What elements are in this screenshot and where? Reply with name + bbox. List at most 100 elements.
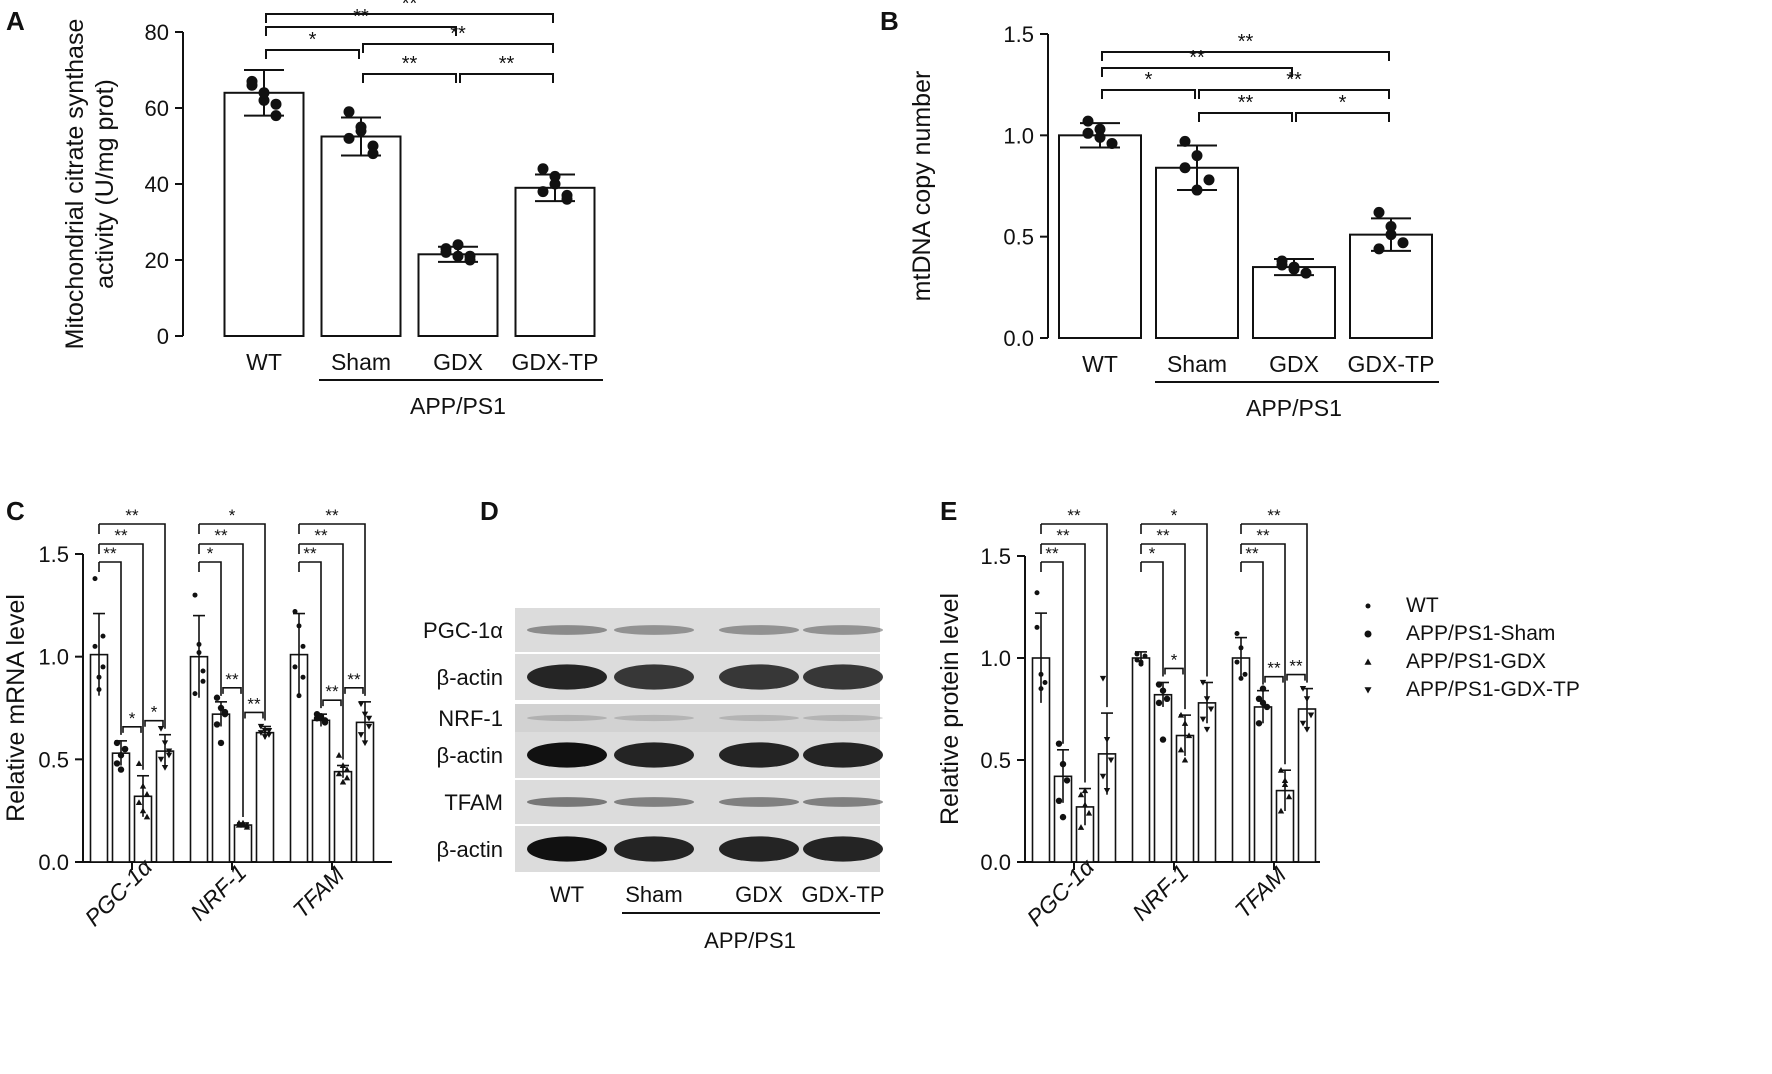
- significance-bracket: [299, 561, 322, 709]
- data-point: [261, 734, 269, 740]
- significance-label: *: [1171, 506, 1178, 525]
- data-point: [258, 94, 270, 106]
- data-point: [300, 643, 306, 649]
- data-point: [1242, 671, 1248, 677]
- y-tick-label: 0.0: [38, 850, 69, 875]
- x-tick-label: GDX-TP: [1348, 351, 1435, 377]
- significance-label: *: [207, 544, 214, 563]
- legend-entry: APP/PS1-Sham: [1406, 622, 1555, 645]
- data-point: [157, 756, 165, 763]
- data-point: [257, 723, 265, 730]
- data-point: [265, 728, 273, 734]
- bar: [223, 91, 305, 337]
- significance-bracket: [1198, 112, 1293, 122]
- y-tick-label: 1.5: [980, 544, 1011, 569]
- blot-band: [614, 625, 694, 635]
- y-tick-label: 0: [157, 324, 169, 349]
- y-tick-label: 1.0: [980, 646, 1011, 671]
- bar: [514, 186, 596, 337]
- data-point: [139, 782, 147, 789]
- data-point: [1042, 679, 1048, 685]
- data-point: [1179, 135, 1191, 147]
- significance-label: **: [303, 544, 317, 563]
- significance-label: **: [1267, 659, 1281, 678]
- bar: [1153, 693, 1173, 863]
- bar: [1058, 134, 1142, 339]
- data-point: [1106, 137, 1118, 149]
- data-point: [135, 799, 143, 806]
- significance-bracket: [299, 543, 344, 760]
- data-point: [165, 748, 173, 755]
- significance-bracket: [1286, 673, 1306, 681]
- data-point: [317, 713, 325, 720]
- blot-band: [614, 714, 694, 722]
- legend-entry: WT: [1406, 594, 1439, 617]
- significance-label: *: [1171, 650, 1178, 669]
- y-tick-label: 0.0: [1003, 326, 1034, 351]
- significance-label: **: [353, 6, 369, 28]
- chart-b: 0.0 0.5 1.0 1.5 mtDNA copy number WT Sham GDX GD…: [908, 22, 1439, 421]
- data-point: [1159, 687, 1167, 694]
- data-point: [343, 774, 351, 781]
- data-point: [196, 641, 202, 647]
- data-point: [1094, 123, 1106, 135]
- significance-bracket: [144, 719, 164, 727]
- data-point: [1203, 726, 1211, 733]
- data-point: [1094, 131, 1106, 143]
- significance-bracket: [199, 523, 266, 721]
- legend-entry: APP/PS1-GDX: [1406, 650, 1546, 673]
- blot-row-label: β-actin: [437, 837, 503, 862]
- y-tick-label: 60: [145, 96, 169, 121]
- data-point: [440, 246, 452, 258]
- data-point: [1059, 760, 1067, 768]
- data-point: [343, 132, 355, 144]
- panel-letter-a: A: [6, 6, 25, 36]
- data-point: [200, 678, 206, 684]
- data-point: [1385, 229, 1397, 241]
- bar: [1131, 657, 1151, 863]
- bar: [1253, 706, 1273, 863]
- data-point: [367, 148, 379, 160]
- data-point: [1259, 685, 1267, 692]
- y-tick-label: 1.0: [38, 645, 69, 670]
- data-point: [235, 821, 243, 828]
- blot-band: [719, 625, 799, 635]
- data-point: [258, 87, 270, 99]
- blot-band: [719, 714, 799, 722]
- x-tick-label: GDX: [1269, 351, 1319, 377]
- significance-bracket: [122, 726, 142, 733]
- data-point: [213, 721, 221, 728]
- data-point: [1059, 813, 1067, 821]
- y-tick-label: 0.5: [1003, 225, 1034, 250]
- data-point: [1234, 659, 1240, 665]
- x-tick-label: PGC-1α: [1022, 853, 1100, 931]
- data-point: [92, 643, 98, 649]
- data-point: [1199, 679, 1207, 686]
- significance-bracket: [265, 26, 457, 36]
- bar: [320, 135, 402, 337]
- data-point: [1177, 711, 1185, 718]
- y-tick-label: 1.5: [38, 542, 69, 567]
- panel-letter-d: D: [480, 496, 499, 526]
- data-point: [270, 98, 282, 110]
- significance-bracket: [265, 13, 554, 23]
- data-point: [1364, 630, 1372, 638]
- y-tick-label: 0.5: [38, 747, 69, 772]
- data-point: [1077, 824, 1085, 830]
- x-tick-label: PGC-1α: [80, 853, 158, 931]
- data-point: [452, 239, 464, 251]
- blot-band: [803, 625, 883, 635]
- data-point: [1034, 590, 1040, 596]
- significance-label: **: [214, 526, 228, 545]
- bar: [417, 253, 499, 337]
- data-point: [239, 819, 247, 826]
- y-axis-label: mtDNA copy number: [908, 71, 936, 302]
- data-point: [135, 760, 143, 766]
- legend-entry: APP/PS1-GDX-TP: [1406, 678, 1580, 701]
- data-point: [1303, 726, 1311, 733]
- x-tick-label: NRF-1: [1127, 859, 1193, 925]
- data-point: [1373, 206, 1385, 218]
- data-point: [1263, 703, 1271, 711]
- data-point: [292, 664, 298, 670]
- blot-band: [803, 714, 883, 722]
